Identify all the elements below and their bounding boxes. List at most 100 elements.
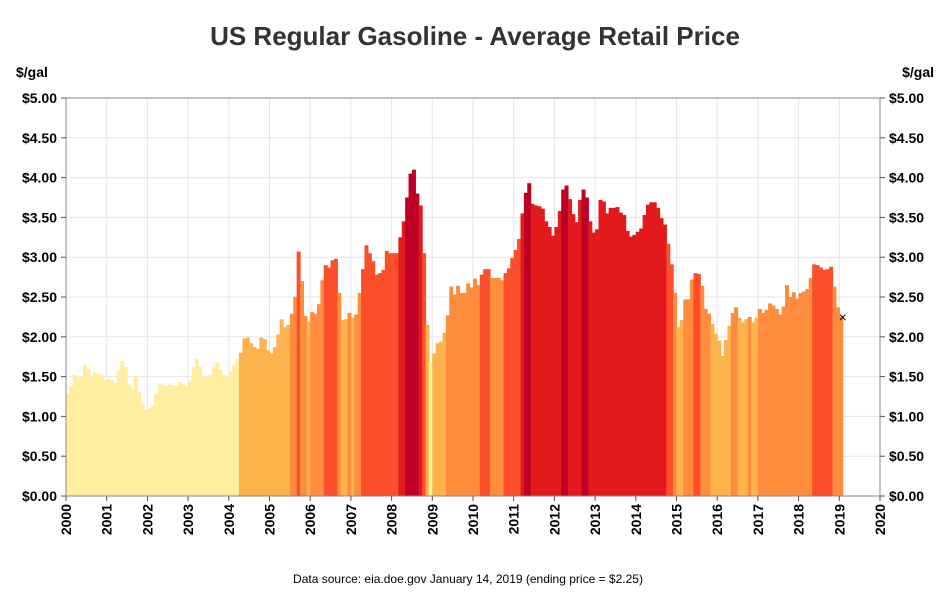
y-tick-label-right: $1.50 [889, 369, 924, 385]
price-bar [561, 189, 566, 497]
price-bar [96, 374, 101, 496]
price-bar [415, 193, 420, 496]
price-bar [408, 173, 413, 496]
price-bar [93, 372, 98, 496]
x-tick-label: 2009 [424, 504, 440, 535]
price-bar [629, 236, 634, 496]
price-bar [435, 343, 440, 496]
price-bar [374, 274, 379, 496]
price-bar [133, 376, 138, 496]
price-bar [411, 169, 416, 496]
price-bar [622, 215, 627, 496]
price-bar [310, 312, 315, 496]
price-bar [116, 370, 121, 496]
price-bar [598, 199, 603, 496]
price-bar [432, 353, 437, 496]
price-bar [205, 377, 210, 496]
price-bar [164, 386, 169, 496]
price-bar [632, 234, 637, 497]
price-bar [316, 304, 321, 496]
price-bar [89, 376, 94, 496]
x-tick-label: 2018 [791, 504, 807, 535]
price-bar [595, 229, 600, 496]
y-tick-label-right: $0.00 [889, 488, 924, 504]
x-tick-label: 2012 [546, 504, 562, 535]
price-bar [330, 260, 335, 496]
price-bar [645, 204, 650, 496]
price-bar [147, 408, 152, 496]
price-bar [730, 312, 735, 496]
price-bar [367, 253, 372, 496]
price-bar [717, 340, 722, 496]
y-axis-label-left: $/gal [16, 64, 48, 80]
price-bar [801, 291, 806, 496]
price-bar [798, 293, 803, 496]
y-tick-label-right: $3.00 [889, 249, 924, 265]
x-tick-label: 2019 [831, 504, 847, 535]
price-bar [238, 352, 243, 496]
price-bar [262, 339, 267, 496]
price-bar [578, 199, 583, 496]
price-bar [723, 339, 728, 496]
price-bar [679, 320, 684, 496]
y-tick-label-right: $4.50 [889, 130, 924, 146]
price-bar [174, 386, 179, 496]
price-bar [364, 245, 369, 496]
x-tick-label: 2016 [709, 504, 725, 535]
price-bar [530, 203, 535, 497]
price-bar [544, 221, 549, 496]
price-bar [493, 277, 498, 496]
price-bar [398, 237, 403, 497]
y-tick-label-left: $2.50 [22, 289, 57, 305]
y-tick-label-left: $3.50 [22, 209, 57, 225]
price-bar [86, 369, 91, 496]
price-bar [459, 293, 464, 496]
price-bar [615, 207, 620, 496]
price-bar [154, 394, 159, 496]
price-bar [225, 377, 230, 496]
price-bar [283, 327, 288, 496]
price-bar [690, 279, 695, 496]
price-bar [795, 298, 800, 496]
price-bar [825, 269, 830, 496]
x-tick-label: 2010 [465, 504, 481, 535]
end-marker: × [839, 309, 847, 325]
price-bar [120, 360, 125, 496]
price-bar [272, 347, 277, 496]
price-bar [384, 250, 389, 496]
price-bar [520, 213, 525, 497]
price-bar [269, 353, 274, 496]
price-bar [829, 266, 834, 496]
y-tick-label-left: $3.00 [22, 249, 57, 265]
price-bar [720, 355, 725, 496]
price-bar [333, 258, 338, 496]
price-bar [340, 320, 345, 496]
price-bar [106, 378, 111, 496]
y-tick-label-right: $0.50 [889, 448, 924, 464]
price-bar [222, 375, 227, 496]
price-bar [99, 375, 104, 496]
price-bar [218, 370, 223, 496]
price-bar [513, 250, 518, 496]
price-bar [188, 380, 193, 496]
price-bar [171, 385, 176, 496]
price-bar [510, 257, 515, 496]
price-bar [740, 322, 745, 496]
price-bar [500, 280, 505, 496]
price-bar [113, 382, 118, 496]
price-bar [778, 314, 783, 496]
price-bar [462, 293, 467, 496]
price-bar [405, 197, 410, 496]
price-bar [69, 386, 74, 496]
price-bar [394, 253, 399, 496]
price-bar [439, 341, 444, 496]
price-bar [110, 380, 115, 496]
y-axis-label-right: $/gal [902, 64, 934, 80]
price-bar [473, 278, 477, 496]
price-bar [466, 283, 471, 496]
price-bar [276, 334, 281, 496]
price-bar [150, 406, 155, 496]
x-tick-label: 2000 [58, 504, 74, 535]
y-tick-label-right: $5.00 [889, 90, 924, 106]
price-bar [673, 293, 678, 496]
